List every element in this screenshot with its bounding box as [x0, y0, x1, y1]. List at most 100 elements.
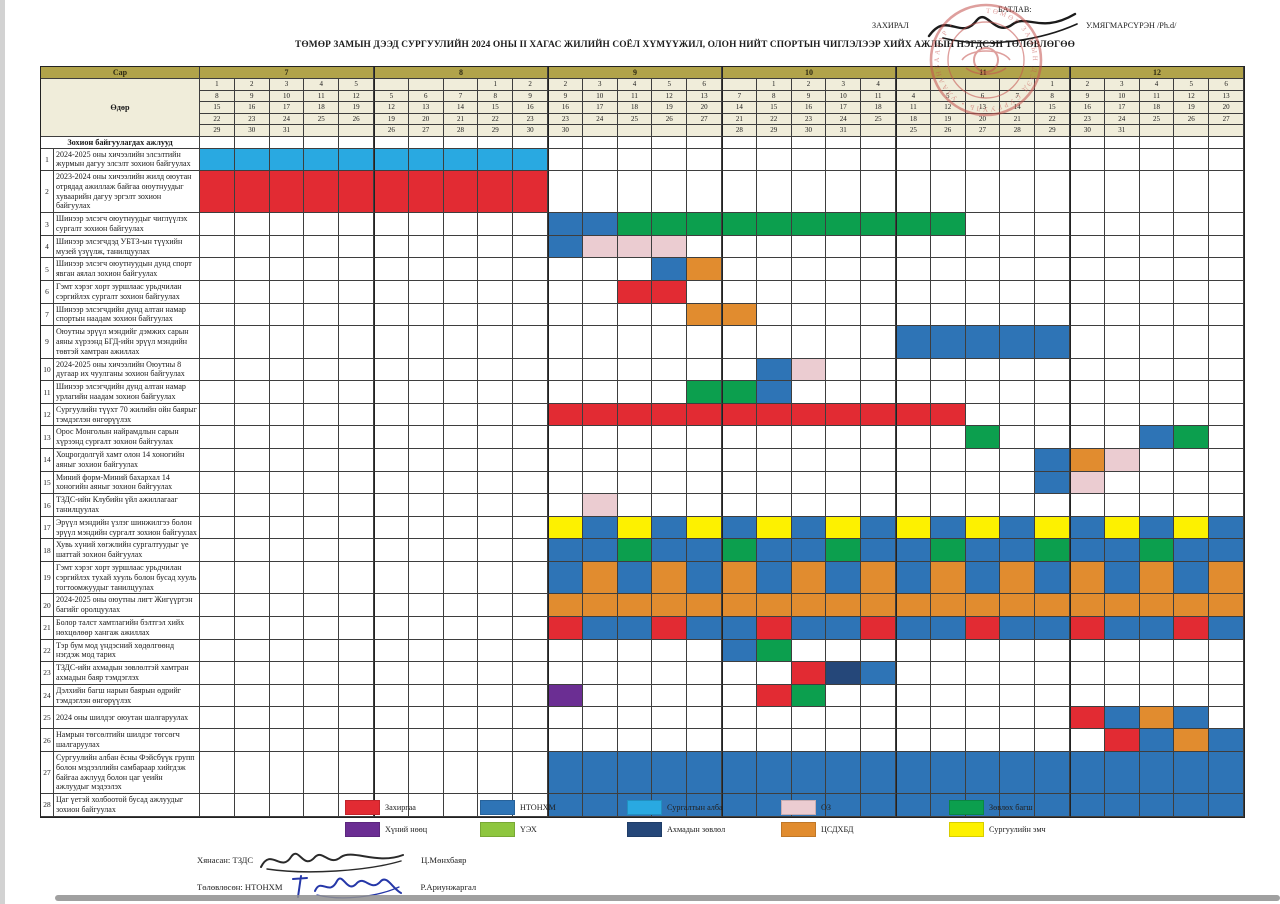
- gantt-bar-cell: [1139, 516, 1175, 540]
- gantt-empty-cell: [408, 471, 444, 495]
- gantt-empty-cell: [1104, 326, 1140, 359]
- gantt-empty-cell: [339, 561, 374, 595]
- gantt-empty-cell: [687, 358, 722, 382]
- gantt-empty-cell: [1000, 426, 1036, 450]
- gantt-empty-cell: [652, 639, 688, 663]
- gantt-empty-cell: [617, 148, 653, 172]
- gantt-empty-cell: [269, 561, 305, 595]
- gantt-empty-cell: [1174, 303, 1210, 327]
- day-cell: 16: [513, 102, 548, 114]
- gantt-empty-cell: [721, 494, 757, 517]
- gantt-empty-cell: [1174, 281, 1210, 304]
- gantt-empty-cell: [269, 594, 305, 617]
- legend-item: Сургуулийн эмч: [949, 822, 1046, 837]
- gantt-bar-cell: [617, 561, 653, 595]
- gantt-empty-cell: [791, 471, 827, 495]
- gantt-bar-cell: [617, 616, 653, 640]
- gantt-empty-cell: [652, 494, 688, 517]
- gantt-empty-cell: [965, 258, 1001, 282]
- month-header: 7: [200, 67, 374, 79]
- day-cell: 20: [965, 113, 1001, 125]
- gantt-empty-cell: [791, 729, 827, 752]
- gantt-empty-cell: [756, 471, 792, 495]
- gantt-empty-cell: [408, 662, 444, 685]
- day-cell: 19: [930, 113, 966, 125]
- gantt-empty-cell: [513, 639, 548, 663]
- task-label: Эрүүл мэндийн үзлэг шинжилгээ болон эрүү…: [54, 516, 200, 540]
- task-number: 3: [41, 213, 54, 236]
- section-empty-cell: [826, 136, 862, 149]
- gantt-empty-cell: [617, 258, 653, 282]
- day-cell: 19: [1174, 102, 1210, 114]
- gantt-bar-cell: [1000, 326, 1036, 359]
- day-cell: 20: [687, 102, 722, 114]
- gantt-empty-cell: [234, 303, 270, 327]
- gantt-bar-cell: [756, 539, 792, 562]
- gantt-bar-cell: [1209, 751, 1244, 795]
- gantt-empty-cell: [373, 639, 409, 663]
- gantt-empty-cell: [304, 539, 340, 562]
- gantt-empty-cell: [756, 729, 792, 752]
- gantt-bar-cell: [826, 616, 862, 640]
- gantt-empty-cell: [826, 639, 862, 663]
- gantt-empty-cell: [269, 358, 305, 382]
- gantt-bar-cell: [617, 213, 653, 236]
- gantt-empty-cell: [826, 684, 862, 708]
- legend-label: ОЗ: [821, 803, 832, 812]
- day-cell: 23: [234, 113, 270, 125]
- task-number: 1: [41, 148, 54, 172]
- gantt-bar-cell: [930, 594, 966, 617]
- gantt-empty-cell: [443, 662, 479, 685]
- gantt-empty-cell: [1069, 684, 1105, 708]
- gantt-empty-cell: [513, 326, 548, 359]
- gantt-bar-cell: [1035, 539, 1070, 562]
- gantt-empty-cell: [304, 471, 340, 495]
- gantt-empty-cell: [965, 171, 1001, 214]
- gantt-empty-cell: [339, 751, 374, 795]
- gantt-empty-cell: [200, 381, 235, 404]
- gantt-empty-cell: [826, 358, 862, 382]
- gantt-empty-cell: [234, 358, 270, 382]
- task-number: 27: [41, 751, 54, 795]
- gantt-empty-cell: [1000, 258, 1036, 282]
- footer-signatures: Хянасан: ТЗДС Ц.Мөнхбаяр Төлөвлөсөн: НТО…: [197, 846, 476, 900]
- task-number: 17: [41, 516, 54, 540]
- planned-label: Төлөвлөсөн: НТОНХМ: [197, 881, 283, 892]
- gantt-bar-cell: [861, 539, 896, 562]
- day-cell: 17: [269, 102, 305, 114]
- gantt-empty-cell: [1035, 281, 1070, 304]
- gantt-empty-cell: [200, 707, 235, 730]
- gantt-empty-cell: [1069, 148, 1105, 172]
- gantt-empty-cell: [200, 358, 235, 382]
- gantt-bar-cell: [582, 494, 618, 517]
- gantt-empty-cell: [234, 794, 270, 817]
- gantt-empty-cell: [965, 471, 1001, 495]
- gantt-empty-cell: [234, 213, 270, 236]
- legend-label: Зөвлөх багш: [989, 803, 1033, 812]
- gantt-empty-cell: [478, 426, 514, 450]
- gantt-empty-cell: [339, 381, 374, 404]
- gantt-empty-cell: [269, 684, 305, 708]
- gantt-bar-cell: [826, 516, 862, 540]
- gantt-bar-cell: [269, 171, 305, 214]
- gantt-empty-cell: [687, 471, 722, 495]
- gantt-empty-cell: [513, 616, 548, 640]
- day-cell: 10: [269, 90, 305, 102]
- gantt-bar-cell: [930, 326, 966, 359]
- gantt-bar-cell: [756, 639, 792, 663]
- gantt-empty-cell: [234, 594, 270, 617]
- gantt-empty-cell: [1000, 381, 1036, 404]
- day-cell: 7: [721, 90, 757, 102]
- gantt-empty-cell: [373, 662, 409, 685]
- gantt-bar-cell: [687, 516, 722, 540]
- day-cell: 17: [1104, 102, 1140, 114]
- gantt-bar-cell: [756, 684, 792, 708]
- day-cell: 12: [652, 90, 688, 102]
- gantt-empty-cell: [373, 751, 409, 795]
- gantt-bar-cell: [547, 684, 583, 708]
- gantt-empty-cell: [1139, 281, 1175, 304]
- gantt-bar-cell: [443, 148, 479, 172]
- gantt-bar-cell: [721, 403, 757, 427]
- gantt-bar-cell: [1174, 729, 1210, 752]
- gantt-bar-cell: [1139, 426, 1175, 450]
